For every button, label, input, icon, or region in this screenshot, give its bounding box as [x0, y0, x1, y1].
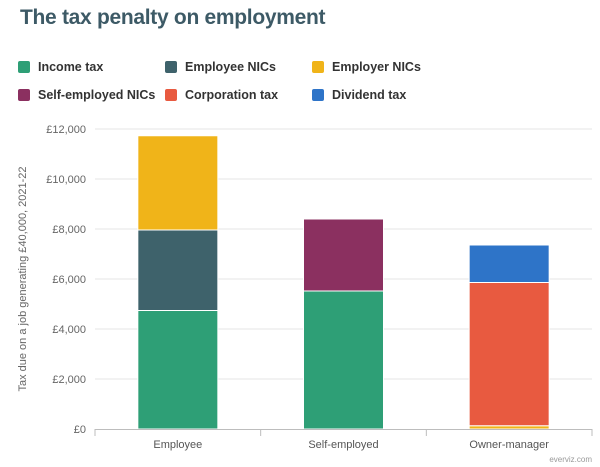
- legend-label: Employee NICs: [185, 60, 277, 74]
- bar-segment: Employee – Employee NICs: [137, 229, 219, 311]
- y-tick-label: £12,000: [46, 124, 86, 136]
- bar-segment: Self-employed – Income tax: [303, 290, 384, 430]
- legend-swatch: [165, 89, 177, 101]
- legend-label: Employer NICs: [332, 60, 421, 74]
- legend-swatch: [312, 89, 324, 101]
- legend-swatch: [312, 61, 324, 73]
- legend-label: Income tax: [38, 60, 104, 74]
- legend-label: Self-employed NICs: [38, 88, 156, 102]
- bar-segment: Owner-manager – Corporation tax: [468, 282, 550, 427]
- legend-swatch: [18, 61, 30, 73]
- bar-segment: Employee – Employer NICs: [137, 135, 219, 231]
- legend-label: Dividend tax: [332, 88, 407, 102]
- x-category-label: Owner-manager: [469, 439, 549, 451]
- legend-swatch: [165, 61, 177, 73]
- legend-label: Corporation tax: [185, 88, 279, 102]
- bar-segment: Self-employed – Self-employed NICs: [303, 218, 384, 292]
- x-category-label: Self-employed: [308, 439, 378, 451]
- legend-item[interactable]: Employee NICs: [165, 58, 276, 76]
- legend-item[interactable]: Self-employed NICs: [18, 86, 155, 104]
- legend-item[interactable]: Corporation tax: [165, 86, 278, 104]
- y-tick-label: £10,000: [46, 174, 86, 186]
- legend: Income tax Employee NICs Employer NICs Self…: [18, 58, 598, 108]
- y-axis-title: Tax due on a job generating £40,000, 202…: [17, 166, 29, 391]
- bar-segment: Employee – Income tax: [137, 310, 219, 430]
- bar-chart: £0 £2,000 £4,000 £6,000 £8,000 £10,000 £12,000…: [17, 124, 593, 451]
- legend-item[interactable]: Dividend tax: [312, 86, 406, 104]
- bar-segment: Owner-manager – Dividend tax: [468, 244, 550, 283]
- y-tick-label: £0: [74, 424, 86, 436]
- chart-title: The tax penalty on employment: [20, 6, 326, 29]
- legend-item[interactable]: Employer NICs: [312, 58, 421, 76]
- legend-item[interactable]: Income tax: [18, 58, 103, 76]
- legend-swatch: [18, 89, 30, 101]
- y-tick-label: £8,000: [52, 224, 86, 236]
- y-tick-label: £6,000: [52, 274, 86, 286]
- x-category-label: Employee: [153, 439, 202, 451]
- y-tick-label: £4,000: [52, 324, 86, 336]
- credit-text: everviz.com: [549, 455, 592, 464]
- y-tick-label: £2,000: [52, 374, 86, 386]
